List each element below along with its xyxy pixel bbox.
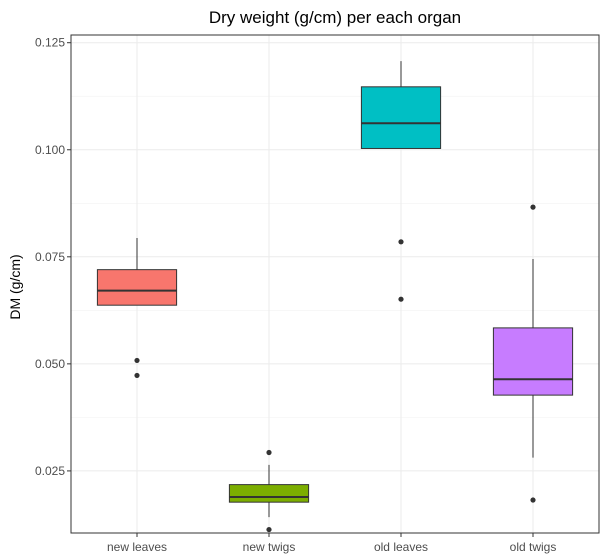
outlier-point — [530, 204, 536, 210]
panel-border — [70, 34, 600, 534]
x-tick-label: new twigs — [243, 540, 296, 554]
y-axis: 0.025 0.050 0.075 0.100 0.125 — [35, 36, 71, 478]
iqr-box — [96, 269, 178, 306]
iqr-box — [492, 327, 574, 396]
box-new-twigs — [228, 449, 310, 533]
boxes-layer — [96, 61, 574, 533]
outlier-point — [398, 296, 404, 302]
iqr-box — [228, 484, 310, 503]
box-old-leaves — [360, 61, 442, 302]
outlier-point — [398, 239, 404, 245]
outlier-point — [266, 449, 272, 456]
x-axis: new leaves new twigs old leaves old twigs — [107, 533, 556, 554]
y-tick-label: 0.125 — [35, 36, 65, 50]
y-tick-label: 0.075 — [35, 250, 65, 264]
y-tick-label: 0.025 — [35, 464, 65, 478]
outlier-point — [134, 357, 140, 364]
iqr-box — [360, 86, 442, 149]
outlier-point — [530, 497, 536, 503]
x-tick-label: old leaves — [374, 540, 428, 554]
x-tick-label: old twigs — [510, 540, 557, 554]
y-tick-label: 0.100 — [35, 143, 65, 157]
box-new-leaves — [96, 237, 178, 379]
outlier-point — [266, 526, 272, 533]
chart-title: Dry weight (g/cm) per each organ — [209, 8, 461, 27]
box-old-twigs — [492, 204, 574, 503]
outlier-point — [134, 372, 140, 379]
y-axis-label: DM (g/cm) — [7, 254, 23, 319]
y-tick-label: 0.050 — [35, 357, 65, 371]
x-tick-label: new leaves — [107, 540, 167, 554]
